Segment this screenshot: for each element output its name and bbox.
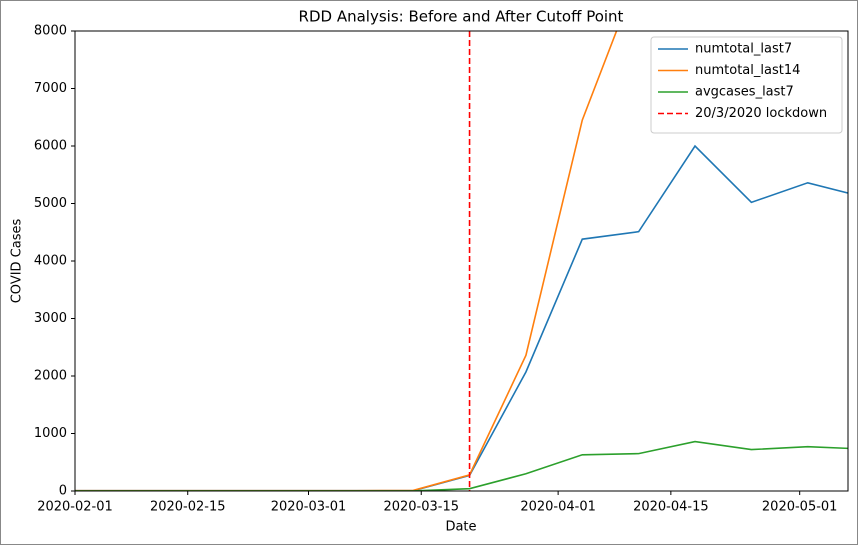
legend-label: avgcases_last7 bbox=[695, 85, 794, 100]
legend-box bbox=[650, 36, 843, 134]
chart-title: RDD Analysis: Before and After Cutoff Po… bbox=[299, 8, 624, 26]
y-tick-label: 3000 bbox=[34, 311, 67, 326]
x-axis-label: Date bbox=[445, 520, 476, 535]
x-tick-label: 2020-02-01 bbox=[37, 500, 113, 515]
x-tick-label: 2020-02-15 bbox=[150, 500, 226, 515]
x-tick-label: 2020-04-15 bbox=[633, 500, 709, 515]
y-tick-label: 1000 bbox=[34, 426, 67, 441]
y-tick-label: 0 bbox=[59, 484, 67, 499]
y-tick-label: 7000 bbox=[34, 81, 67, 96]
x-tick-label: 2020-03-15 bbox=[383, 500, 459, 515]
y-tick-label: 8000 bbox=[34, 24, 67, 39]
x-tick-label: 2020-05-01 bbox=[762, 500, 838, 515]
legend-label: numtotal_last14 bbox=[695, 63, 800, 78]
legend-label: numtotal_last7 bbox=[695, 42, 792, 57]
legend-label: 20/3/2020 lockdown bbox=[695, 106, 827, 121]
y-tick-label: 2000 bbox=[34, 369, 67, 384]
x-tick-label: 2020-03-01 bbox=[271, 500, 347, 515]
y-tick-label: 5000 bbox=[34, 196, 67, 211]
y-tick-label: 4000 bbox=[34, 254, 67, 269]
y-tick-label: 6000 bbox=[34, 139, 67, 154]
y-axis-label: COVID Cases bbox=[10, 219, 25, 304]
x-tick-label: 2020-04-01 bbox=[520, 500, 596, 515]
